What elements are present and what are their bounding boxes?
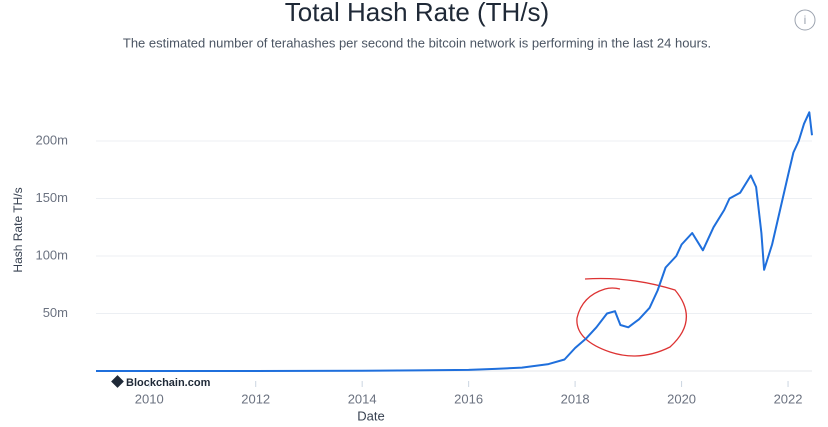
x-axis-label: Date xyxy=(357,408,384,423)
x-tick-label: 2014 xyxy=(348,391,377,406)
x-tick-label: 2020 xyxy=(667,391,696,406)
x-tick-label: 2018 xyxy=(561,391,590,406)
y-tick-label: 50m xyxy=(43,305,68,320)
y-axis-label: Hash Rate TH/s xyxy=(11,187,25,272)
watermark: Blockchain.com xyxy=(126,377,211,389)
x-tick-label: 2012 xyxy=(241,391,270,406)
chart-subtitle: The estimated number of terahashes per s… xyxy=(123,35,711,50)
x-tick-label: 2010 xyxy=(135,391,164,406)
x-tick-label: 2016 xyxy=(454,391,483,406)
y-tick-label: 200m xyxy=(35,132,68,147)
chart-title: Total Hash Rate (TH/s) xyxy=(285,0,549,27)
info-icon[interactable] xyxy=(794,9,816,31)
y-tick-label: 100m xyxy=(35,247,68,262)
annotation-circle xyxy=(576,277,688,357)
line-series xyxy=(96,111,813,372)
y-tick-label: 150m xyxy=(35,190,68,205)
watermark-logo xyxy=(111,375,124,388)
x-tick-label: 2022 xyxy=(774,391,803,406)
info-icon-label[interactable]: i xyxy=(804,13,807,27)
